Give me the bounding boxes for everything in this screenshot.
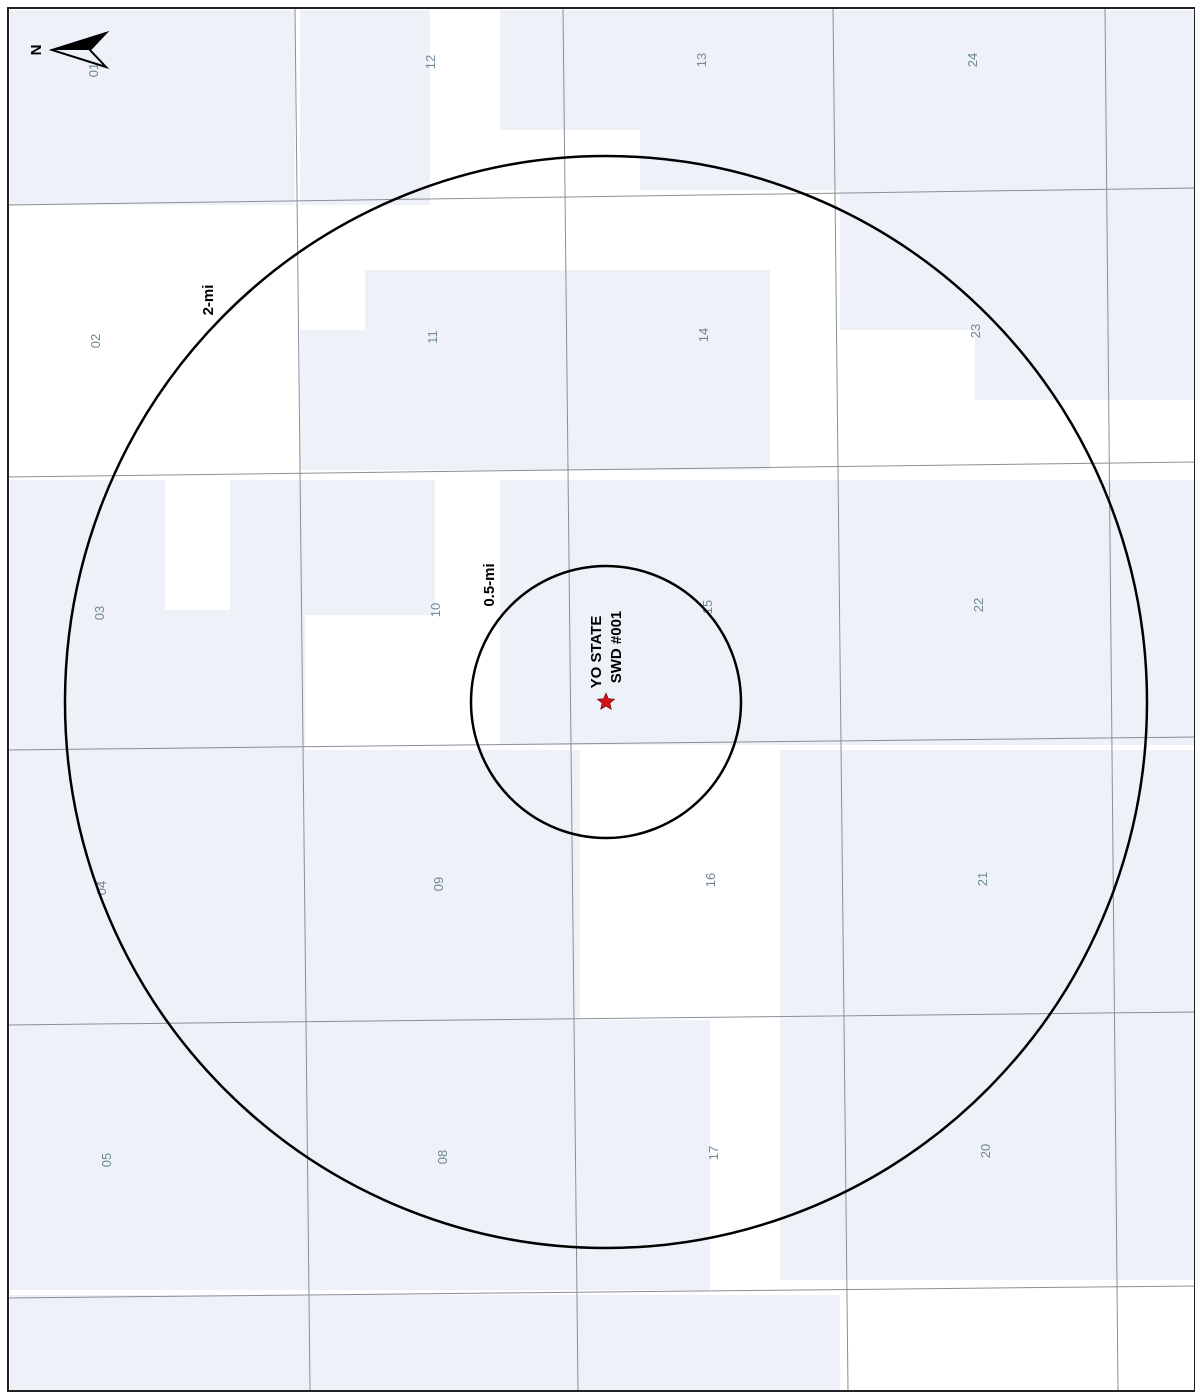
section-labels: 01 12 13 24 02 11 14 23 03 10 15 22 04 0… xyxy=(86,53,993,1167)
map-frame xyxy=(7,7,1195,1392)
section-label: 10 xyxy=(428,603,443,617)
ring-0-5-mi xyxy=(469,564,743,840)
tint-block xyxy=(300,1020,710,1290)
tint-block xyxy=(840,10,1195,200)
section-label: 21 xyxy=(975,872,990,886)
section-label: 15 xyxy=(700,600,715,614)
north-arrow-half-fill xyxy=(52,33,106,50)
tint-block xyxy=(300,10,430,205)
tint-block xyxy=(300,750,580,1020)
tint-block xyxy=(165,610,305,750)
section-label: 24 xyxy=(965,53,980,67)
tint-block xyxy=(500,480,1195,745)
grid-line-vertical xyxy=(832,7,849,1391)
well-name-line2: SWD #001 xyxy=(608,611,625,684)
tint-block xyxy=(500,10,840,130)
grid-line-vertical xyxy=(294,7,311,1391)
tint-block xyxy=(10,10,295,205)
tint-block xyxy=(975,330,1195,400)
grid-line-horizontal xyxy=(7,187,1195,206)
section-label: 23 xyxy=(968,324,983,338)
ring-2-mi xyxy=(63,154,1149,1250)
grid-line-horizontal xyxy=(7,461,1195,478)
grid-line-horizontal xyxy=(7,736,1195,751)
section-label: 22 xyxy=(971,598,986,612)
section-label: 08 xyxy=(435,1150,450,1164)
section-label: 03 xyxy=(92,606,107,620)
tint-block xyxy=(10,1295,840,1390)
section-label: 11 xyxy=(425,330,440,344)
ring-label-0-5-mi: 0.5-mi xyxy=(481,563,498,606)
ring-label-2-mi: 2-mi xyxy=(200,285,217,316)
tint-block xyxy=(780,1020,1195,1280)
radius-rings xyxy=(63,154,1149,1250)
north-label: N xyxy=(28,45,45,56)
section-label: 12 xyxy=(423,55,438,69)
tint-block xyxy=(10,480,165,750)
tint-block xyxy=(840,200,1195,330)
section-label: 20 xyxy=(978,1144,993,1158)
section-label: 05 xyxy=(99,1153,114,1167)
red-star-icon xyxy=(596,692,616,710)
grid-line-vertical xyxy=(562,7,579,1391)
tint-block xyxy=(300,330,365,470)
section-label: 17 xyxy=(706,1146,721,1160)
tint-block xyxy=(10,750,300,1290)
grid-line-horizontal xyxy=(7,1285,1195,1299)
section-label: 01 xyxy=(86,63,101,77)
section-label: 16 xyxy=(703,873,718,887)
well-marker xyxy=(596,692,616,710)
north-arrow: N xyxy=(28,30,110,70)
section-label: 14 xyxy=(696,328,711,342)
section-label: 09 xyxy=(431,877,446,891)
section-label: 13 xyxy=(694,53,709,67)
section-grid xyxy=(7,7,1195,1391)
tint-block xyxy=(780,750,1195,1020)
section-label: 02 xyxy=(88,334,103,348)
grid-line-vertical xyxy=(1104,7,1119,1391)
well-name-line1: YO STATE xyxy=(588,616,605,689)
tint-block xyxy=(230,480,435,615)
grid-line-horizontal xyxy=(7,1011,1195,1026)
